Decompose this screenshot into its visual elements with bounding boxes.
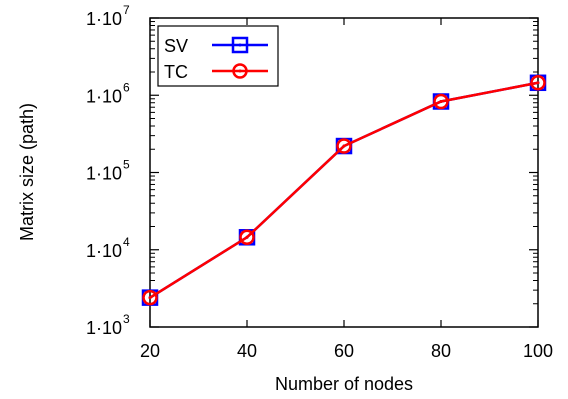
data-point-tc-dot — [536, 81, 540, 85]
series-line-tc — [149, 81, 539, 299]
legend-box — [157, 25, 279, 87]
x-tick-label: 40 — [237, 341, 257, 361]
legend-marker-tc-dot — [238, 69, 242, 73]
data-point-tc — [239, 229, 255, 246]
x-tick-label: 80 — [431, 341, 451, 361]
y-tick-label: 1·10 — [86, 241, 122, 261]
series-line-sv — [149, 81, 539, 299]
y-tick-exponent: 4 — [123, 235, 130, 249]
legend-marker-tc — [232, 63, 248, 79]
y-tick-exponent: 7 — [123, 3, 130, 17]
data-point-tc-dot — [439, 100, 443, 104]
data-point-tc — [530, 75, 546, 91]
data-point-tc — [142, 289, 158, 306]
legend: SV TC — [157, 25, 279, 87]
x-tick-label: 60 — [334, 341, 354, 361]
data-point-tc — [336, 138, 352, 154]
y-tick-exponent: 6 — [123, 80, 130, 94]
x-tick-label: 100 — [523, 341, 553, 361]
y-tick-label: 1·10 — [86, 86, 122, 106]
y-tick-exponent: 3 — [123, 312, 130, 326]
x-tick-label: 20 — [140, 341, 160, 361]
legend-label-tc: TC — [164, 62, 188, 82]
y-tick-label: 1·10 — [86, 164, 122, 184]
data-point-tc-dot — [342, 144, 346, 148]
y-axis-label: Matrix size (path) — [17, 103, 37, 241]
legend-marker-sv — [231, 36, 249, 54]
y-tick-exponent: 5 — [123, 158, 130, 172]
x-axis-label: Number of nodes — [275, 374, 413, 394]
legend-label-sv: SV — [164, 36, 188, 56]
y-tick-label: 1·10 — [86, 9, 122, 29]
data-point-tc — [433, 93, 449, 110]
legend-marker-sv-dot — [238, 43, 242, 47]
data-point-tc-dot — [245, 235, 249, 239]
y-tick-label: 1·10 — [86, 318, 122, 338]
data-point-tc-dot — [148, 296, 152, 300]
